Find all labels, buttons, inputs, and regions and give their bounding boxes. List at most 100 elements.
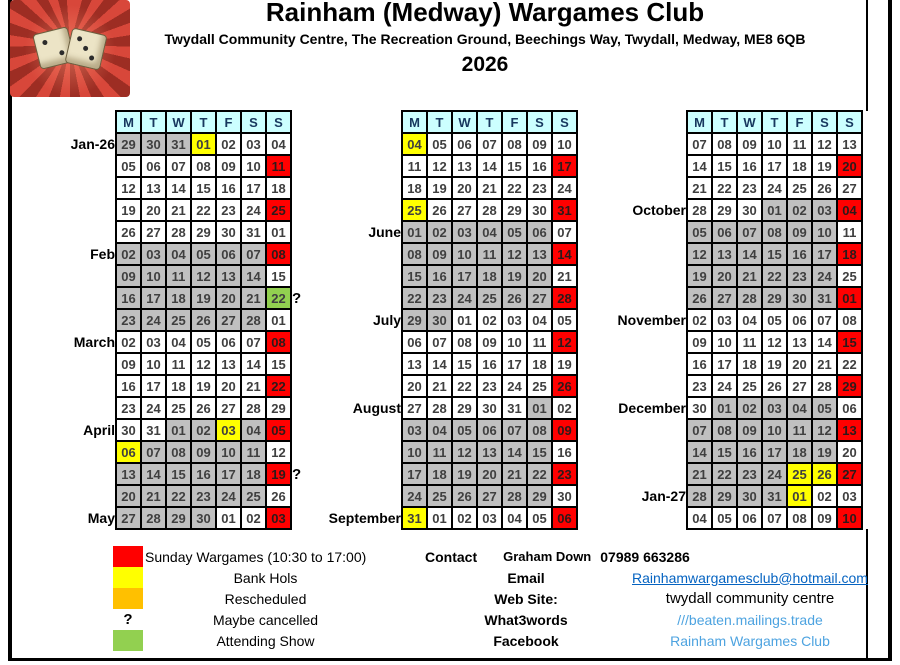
day-cell: 25 [401,198,428,222]
day-cell: 26 [451,484,478,508]
facebook-value[interactable]: Rainham Wargames Club [670,632,830,649]
day-cell: 06 [736,506,763,530]
weekday-header: M [686,110,713,134]
day-cell: 28 [686,484,713,508]
day-cell: 04 [165,242,192,266]
month-label [606,375,687,397]
weekday-header: S [836,110,863,134]
day-cell: 23 [736,176,763,200]
day-cell: 22 [711,176,738,200]
day-cell: 05 [451,418,478,442]
day-cell: 03 [711,308,738,332]
day-cell: 24 [215,484,242,508]
day-cell: 26 [426,198,453,222]
day-cell: 20 [140,198,167,222]
month-label [606,331,687,353]
day-cell: 12 [811,418,838,442]
day-cell: 24 [140,396,167,420]
maybe-cancelled-mark [862,309,877,331]
day-cell: 02 [551,396,578,420]
day-cell: 06 [215,242,242,266]
maybe-cancelled-mark [577,507,592,529]
day-cell: 27 [115,506,142,530]
calendar-row: 21 22 23 24 25 26 27 [606,176,877,200]
day-cell: 15 [190,176,217,200]
day-cell: 25 [736,374,763,398]
maybe-cancelled-mark [577,309,592,331]
day-cell: 09 [811,506,838,530]
maybe-cancelled-mark [291,221,306,243]
month-label [606,243,687,265]
day-cell: 05 [115,154,142,178]
month-label [328,463,402,485]
day-cell: 16 [476,352,503,376]
month-label [53,397,116,419]
calendar-year: 2026 [461,53,509,76]
day-cell: 19 [190,286,217,310]
day-cell: 26 [761,374,788,398]
day-cell: 26 [115,220,142,244]
day-cell: 15 [711,154,738,178]
calendar-row: 07 08 09 10 11 12 13 [606,418,877,442]
day-cell: 17 [551,154,578,178]
month-label [328,419,402,441]
day-cell: 05 [426,132,453,156]
day-cell: 10 [711,330,738,354]
month-label [53,199,116,221]
maybe-cancelled-mark [577,243,592,265]
day-cell: 05 [526,506,553,530]
what3words-value[interactable]: ///beaten.mailings.trade [677,611,823,628]
day-cell: 03 [811,198,838,222]
day-cell: 29 [451,396,478,420]
day-cell: 17 [501,352,528,376]
day-cell: 26 [190,396,217,420]
day-cell: 04 [265,132,292,156]
day-cell: 12 [761,330,788,354]
day-cell: 25 [165,396,192,420]
email-value[interactable]: Rainhamwargamesclub@hotmail.com [632,569,868,586]
maybe-cancelled-mark [291,309,306,331]
day-cell: 10 [215,440,242,464]
website-value: twydall community centre [665,590,835,607]
day-cell: 01 [526,396,553,420]
day-cell: 25 [240,484,267,508]
day-cell: 25 [265,198,292,222]
day-cell: 17 [140,374,167,398]
day-cell: 22 [165,484,192,508]
calendar-row: 09 10 11 12 13 14 15 [53,264,306,288]
contact-row-label: Email [507,569,545,586]
day-cell: 19 [115,198,142,222]
day-cell: 18 [240,462,267,486]
day-cell: 17 [401,462,428,486]
day-cell: 14 [551,242,578,266]
day-cell: 12 [811,132,838,156]
month-label [53,485,116,507]
calendar-row: 05 06 07 08 09 10 11 [606,220,877,244]
day-cell: 15 [711,440,738,464]
day-cell: 02 [190,418,217,442]
month-label [328,177,402,199]
day-cell: 07 [476,132,503,156]
maybe-cancelled-mark [862,507,877,529]
calendar-row: 19 20 21 22 23 24 25 [53,198,306,222]
day-cell: 12 [426,154,453,178]
day-cell: 27 [215,396,242,420]
contact-row: What3words ///beaten.mailings.trade [420,609,868,630]
day-cell: 02 [215,132,242,156]
day-cell: 07 [736,220,763,244]
maybe-cancelled-mark [862,485,877,507]
maybe-cancelled-mark [577,177,592,199]
day-cell: 25 [426,484,453,508]
day-cell: 14 [240,352,267,376]
day-cell: 11 [240,440,267,464]
day-cell: 12 [686,242,713,266]
day-cell: 01 [215,506,242,530]
contact-label: Contact [425,548,478,565]
maybe-cancelled-mark [577,155,592,177]
day-cell: 01 [451,308,478,332]
day-cell: 06 [476,418,503,442]
day-cell: 09 [476,330,503,354]
day-cell: 15 [761,242,788,266]
day-cell: 08 [165,440,192,464]
